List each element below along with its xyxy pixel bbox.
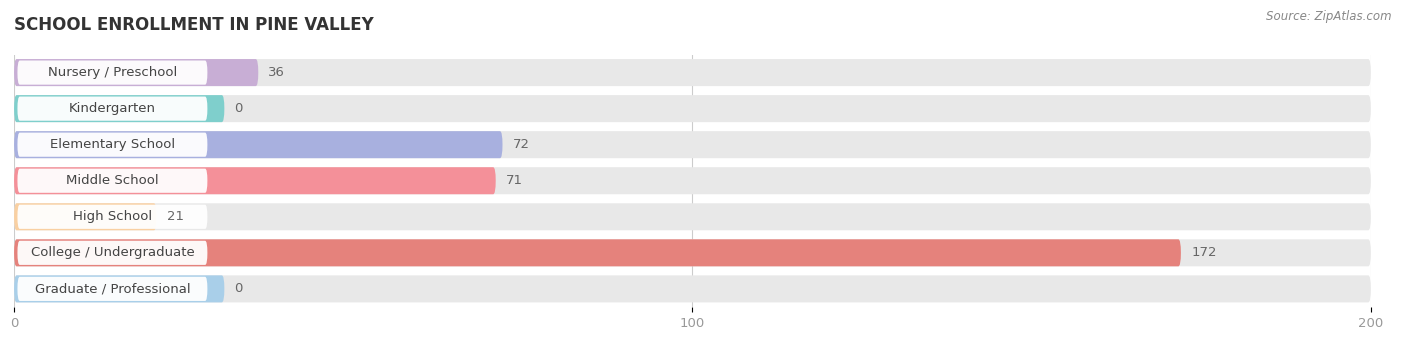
Text: College / Undergraduate: College / Undergraduate [31,246,194,259]
FancyBboxPatch shape [17,60,208,85]
Text: SCHOOL ENROLLMENT IN PINE VALLEY: SCHOOL ENROLLMENT IN PINE VALLEY [14,16,374,34]
FancyBboxPatch shape [17,169,208,193]
Text: 172: 172 [1191,246,1216,259]
FancyBboxPatch shape [17,205,208,229]
Text: Source: ZipAtlas.com: Source: ZipAtlas.com [1267,10,1392,23]
FancyBboxPatch shape [14,239,1371,266]
Text: Elementary School: Elementary School [49,138,174,151]
Text: Nursery / Preschool: Nursery / Preschool [48,66,177,79]
FancyBboxPatch shape [14,131,1371,158]
Text: 71: 71 [506,174,523,187]
Text: Middle School: Middle School [66,174,159,187]
FancyBboxPatch shape [14,203,156,230]
FancyBboxPatch shape [14,131,502,158]
FancyBboxPatch shape [14,167,496,194]
Text: 0: 0 [235,102,243,115]
Text: High School: High School [73,210,152,223]
FancyBboxPatch shape [14,276,225,302]
FancyBboxPatch shape [17,241,208,265]
FancyBboxPatch shape [14,59,1371,86]
FancyBboxPatch shape [14,276,1371,302]
Text: Kindergarten: Kindergarten [69,102,156,115]
Text: 21: 21 [167,210,184,223]
Text: 0: 0 [235,282,243,295]
FancyBboxPatch shape [17,133,208,157]
Text: Graduate / Professional: Graduate / Professional [35,282,190,295]
FancyBboxPatch shape [14,203,1371,230]
FancyBboxPatch shape [17,97,208,121]
Text: 36: 36 [269,66,285,79]
FancyBboxPatch shape [14,95,1371,122]
FancyBboxPatch shape [14,167,1371,194]
FancyBboxPatch shape [14,59,259,86]
FancyBboxPatch shape [17,277,208,301]
FancyBboxPatch shape [14,239,1181,266]
FancyBboxPatch shape [14,95,225,122]
Text: 72: 72 [513,138,530,151]
